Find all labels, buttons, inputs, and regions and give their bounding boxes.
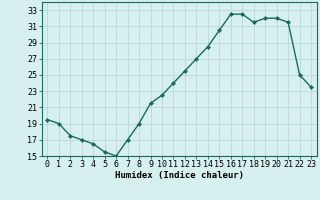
X-axis label: Humidex (Indice chaleur): Humidex (Indice chaleur) [115,171,244,180]
